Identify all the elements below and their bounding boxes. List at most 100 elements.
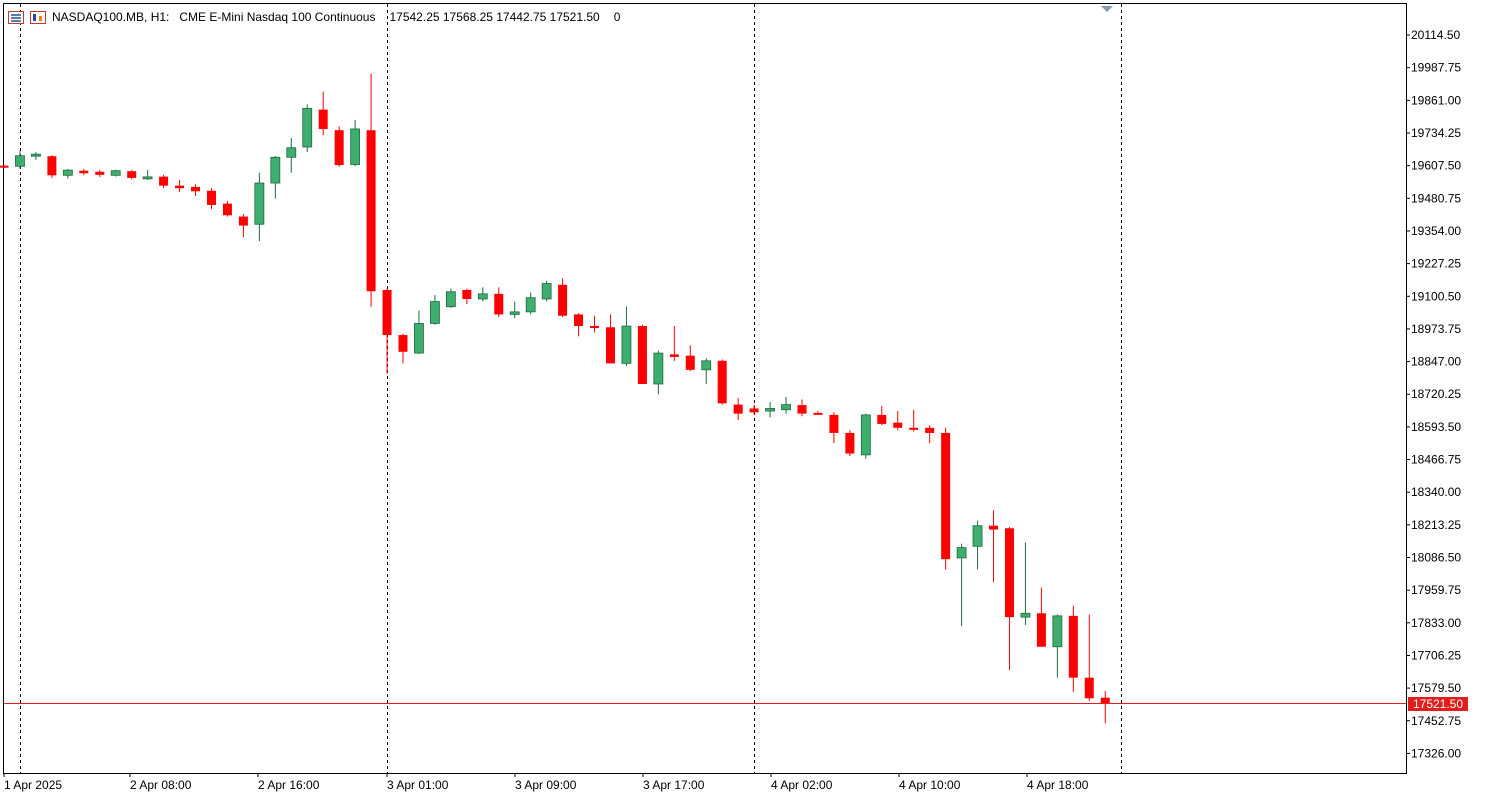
candle-body <box>1004 528 1014 618</box>
candle-body <box>238 216 248 226</box>
candle <box>286 137 297 173</box>
candle-body <box>717 360 727 404</box>
candle <box>1020 542 1031 625</box>
candle-body <box>270 156 281 184</box>
y-tick-label: 19734.25 <box>1411 126 1461 140</box>
candle <box>845 430 855 457</box>
candle <box>15 150 25 169</box>
candle <box>127 170 137 180</box>
candle <box>302 104 313 153</box>
candle-body <box>445 291 456 308</box>
candle-body <box>972 525 983 547</box>
candle <box>159 174 169 189</box>
candle <box>653 350 664 395</box>
candle-body <box>765 408 775 412</box>
candle-body <box>590 326 600 329</box>
candle-body <box>95 171 105 175</box>
y-tick-label: 19861.00 <box>1411 93 1461 107</box>
candle-body <box>0 165 9 168</box>
candle <box>972 520 983 570</box>
candle-body <box>941 432 951 560</box>
candle-body <box>1068 615 1078 678</box>
x-tick-label: 4 Apr 10:00 <box>899 778 961 792</box>
symbol-list-icon[interactable] <box>8 10 24 24</box>
y-tick-label: 19100.50 <box>1411 289 1461 303</box>
y-tick-label: 20114.50 <box>1411 28 1460 42</box>
header-description: CME E-Mini Nasdaq 100 Continuous <box>179 10 376 24</box>
candle-body <box>1020 612 1031 618</box>
y-tick-label: 17959.75 <box>1411 583 1461 597</box>
candle-body <box>797 405 807 414</box>
candle-body <box>605 327 615 364</box>
candle <box>222 201 232 217</box>
candle <box>989 510 999 583</box>
candle <box>749 404 759 415</box>
candle <box>462 288 472 305</box>
candle-body <box>749 408 759 413</box>
candle <box>334 126 344 167</box>
candle-body <box>909 427 919 430</box>
candle <box>509 301 520 319</box>
candle <box>254 172 265 242</box>
candle <box>350 119 361 167</box>
y-tick-label: 18973.75 <box>1411 322 1461 336</box>
candle <box>765 402 775 418</box>
y-tick-label: 18213.25 <box>1411 518 1461 532</box>
candle-body <box>685 355 695 370</box>
candle-body <box>159 176 169 186</box>
y-tick-label: 19354.00 <box>1411 224 1461 238</box>
chart-type-icon[interactable] <box>30 10 46 24</box>
candle-body <box>509 311 520 315</box>
candle-body <box>302 107 313 148</box>
candle <box>191 184 201 196</box>
candle-body <box>621 325 632 364</box>
y-tick-label: 18720.25 <box>1411 387 1461 401</box>
candle-body <box>925 427 935 433</box>
candle <box>525 292 536 315</box>
y-tick-label: 19607.50 <box>1411 159 1461 173</box>
candle-body <box>191 186 201 192</box>
chart-header: NASDAQ100.MB, H1: CME E-Mini Nasdaq 100 … <box>8 9 620 25</box>
candle-body <box>1100 697 1110 704</box>
y-tick-label: 19227.25 <box>1411 257 1461 271</box>
candle <box>1084 614 1094 701</box>
candle-body <box>541 283 552 300</box>
candle <box>621 306 632 366</box>
candle <box>1068 605 1078 692</box>
candle <box>574 313 584 337</box>
candle-body <box>477 293 488 300</box>
candle-body <box>79 170 89 174</box>
candle <box>95 170 105 177</box>
candle-body <box>62 169 73 176</box>
candle <box>206 188 216 209</box>
candle <box>941 427 951 570</box>
candle-body <box>669 354 679 357</box>
candle-body <box>860 414 871 456</box>
candle <box>685 345 695 372</box>
candle <box>893 411 903 431</box>
candle <box>813 411 823 415</box>
candle <box>477 287 488 302</box>
candle <box>669 326 679 361</box>
candle-body <box>414 323 424 354</box>
candle <box>860 413 871 459</box>
candle-body <box>175 185 185 189</box>
candle-body <box>462 289 472 299</box>
candle-body <box>956 547 967 559</box>
candle <box>829 412 839 444</box>
candle <box>318 91 328 136</box>
y-tick-label: 17706.25 <box>1411 648 1461 662</box>
candle-body <box>525 297 536 313</box>
candle <box>62 168 73 179</box>
candle-body <box>382 289 392 336</box>
candle-body <box>701 360 712 371</box>
candle <box>47 155 57 178</box>
candle <box>605 314 615 364</box>
candle <box>494 287 504 318</box>
y-tick-label: 17452.75 <box>1411 714 1461 728</box>
candle <box>541 280 552 302</box>
header-symbol: NASDAQ100.MB, H1: <box>52 10 170 24</box>
candle <box>445 288 456 308</box>
candle-body <box>989 525 999 530</box>
candle <box>637 324 647 384</box>
